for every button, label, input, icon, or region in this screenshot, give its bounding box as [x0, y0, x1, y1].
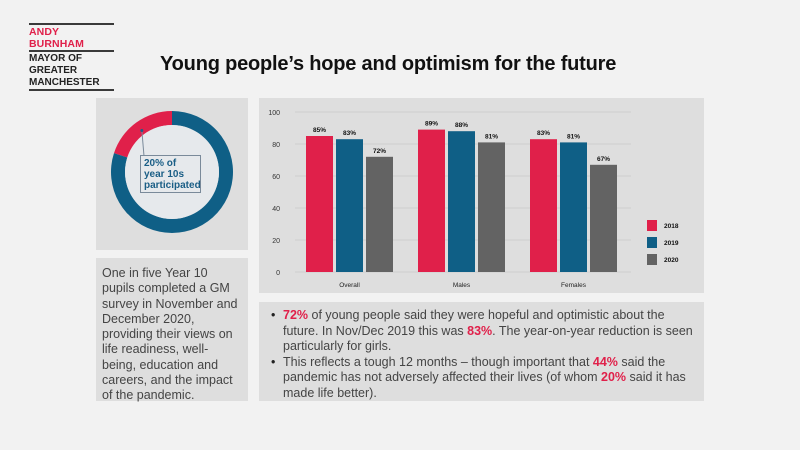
- logo-rule-top: [29, 23, 114, 25]
- intro-text-panel: One in five Year 10 pupils completed a G…: [96, 258, 248, 403]
- y-tick-label: 20: [272, 238, 280, 245]
- logo-title-line: MAYOR OF: [29, 53, 82, 64]
- bar-value-label: 85%: [313, 127, 326, 134]
- highlight-stat: 72%: [283, 308, 309, 322]
- bar-chart: 0 20 40 60 80 100 85% 83% 72% Overall 89% 88% 81% Mal…: [268, 110, 679, 289]
- legend-label: 2018: [664, 223, 679, 230]
- legend-swatch: [647, 220, 657, 231]
- bar-value-label: 83%: [537, 130, 550, 137]
- bar: [590, 164, 617, 272]
- donut-slice-participated: [113, 111, 172, 158]
- logo-title-line: GREATER: [29, 65, 78, 76]
- bar-value-label: 88%: [455, 122, 468, 129]
- callout-leader-line: [141, 130, 145, 157]
- bar-value-label: 72%: [373, 148, 386, 155]
- page-title: Young people’s hope and optimism for the…: [160, 53, 617, 75]
- legend-swatch: [647, 237, 657, 248]
- bar: [560, 142, 587, 272]
- bar-value-label: 81%: [567, 133, 580, 140]
- bar-value-label: 81%: [485, 133, 498, 140]
- notes-list: 72% of young people said they were hopef…: [269, 308, 694, 401]
- callout-line: participated: [144, 180, 201, 191]
- highlight-stat: 20%: [601, 370, 627, 384]
- y-tick-label: 0: [276, 270, 280, 277]
- bar-value-label: 67%: [597, 156, 610, 163]
- bar: [336, 139, 363, 272]
- note-text: said the pandemic has not adversely affe…: [283, 354, 666, 385]
- note-item: This reflects a tough 12 months – though…: [271, 354, 694, 402]
- legend-swatch: [647, 254, 657, 265]
- highlight-stat: 83%: [467, 323, 493, 338]
- note-item: 72% of young people said they were hopef…: [271, 308, 694, 355]
- callout-line: year 10s: [144, 169, 185, 180]
- y-tick-label: 80: [272, 142, 280, 149]
- bar: [418, 129, 445, 272]
- bar-value-label: 89%: [425, 121, 438, 128]
- highlight-stat: 44%: [592, 354, 618, 369]
- x-category-label: Females: [561, 282, 587, 289]
- y-tick-label: 100: [268, 110, 280, 117]
- y-tick-label: 60: [272, 174, 280, 181]
- y-tick-label: 40: [272, 206, 280, 213]
- bar: [306, 136, 333, 272]
- x-category-label: Males: [453, 282, 471, 289]
- logo-rule-mid: [29, 50, 114, 52]
- legend-label: 2020: [664, 257, 679, 264]
- x-category-label: Overall: [339, 282, 360, 289]
- callout-line: 20% of: [144, 158, 177, 169]
- donut-callout: 20% of year 10s participated: [140, 155, 201, 193]
- notes-panel: 72% of young people said they were hopef…: [259, 302, 704, 401]
- bar: [448, 131, 475, 272]
- legend-label: 2019: [664, 240, 679, 247]
- bar-value-label: 83%: [343, 130, 356, 137]
- intro-text: One in five Year 10 pupils completed a G…: [102, 266, 238, 403]
- note-text: of young people said they were hopeful a…: [283, 308, 665, 338]
- note-text: . The year-on-year reduction is seen par…: [283, 323, 693, 354]
- note-text: said it has made life better).: [283, 370, 686, 400]
- logo-rule-bottom: [29, 89, 114, 91]
- bar: [530, 139, 557, 272]
- bar-chart-panel: 0 20 40 60 80 100 85% 83% 72% Overall 89% 88% 81% Mal…: [259, 98, 704, 293]
- note-text: This reflects a tough 12 months – though…: [283, 354, 593, 369]
- bar: [366, 156, 393, 272]
- mayor-logo: ANDY BURNHAM MAYOR OF GREATER MANCHESTER: [29, 23, 114, 91]
- logo-title-line: MANCHESTER: [29, 77, 100, 88]
- callout-leader-dot: [140, 128, 144, 132]
- logo-name: ANDY BURNHAM: [29, 26, 84, 50]
- bar: [478, 142, 505, 272]
